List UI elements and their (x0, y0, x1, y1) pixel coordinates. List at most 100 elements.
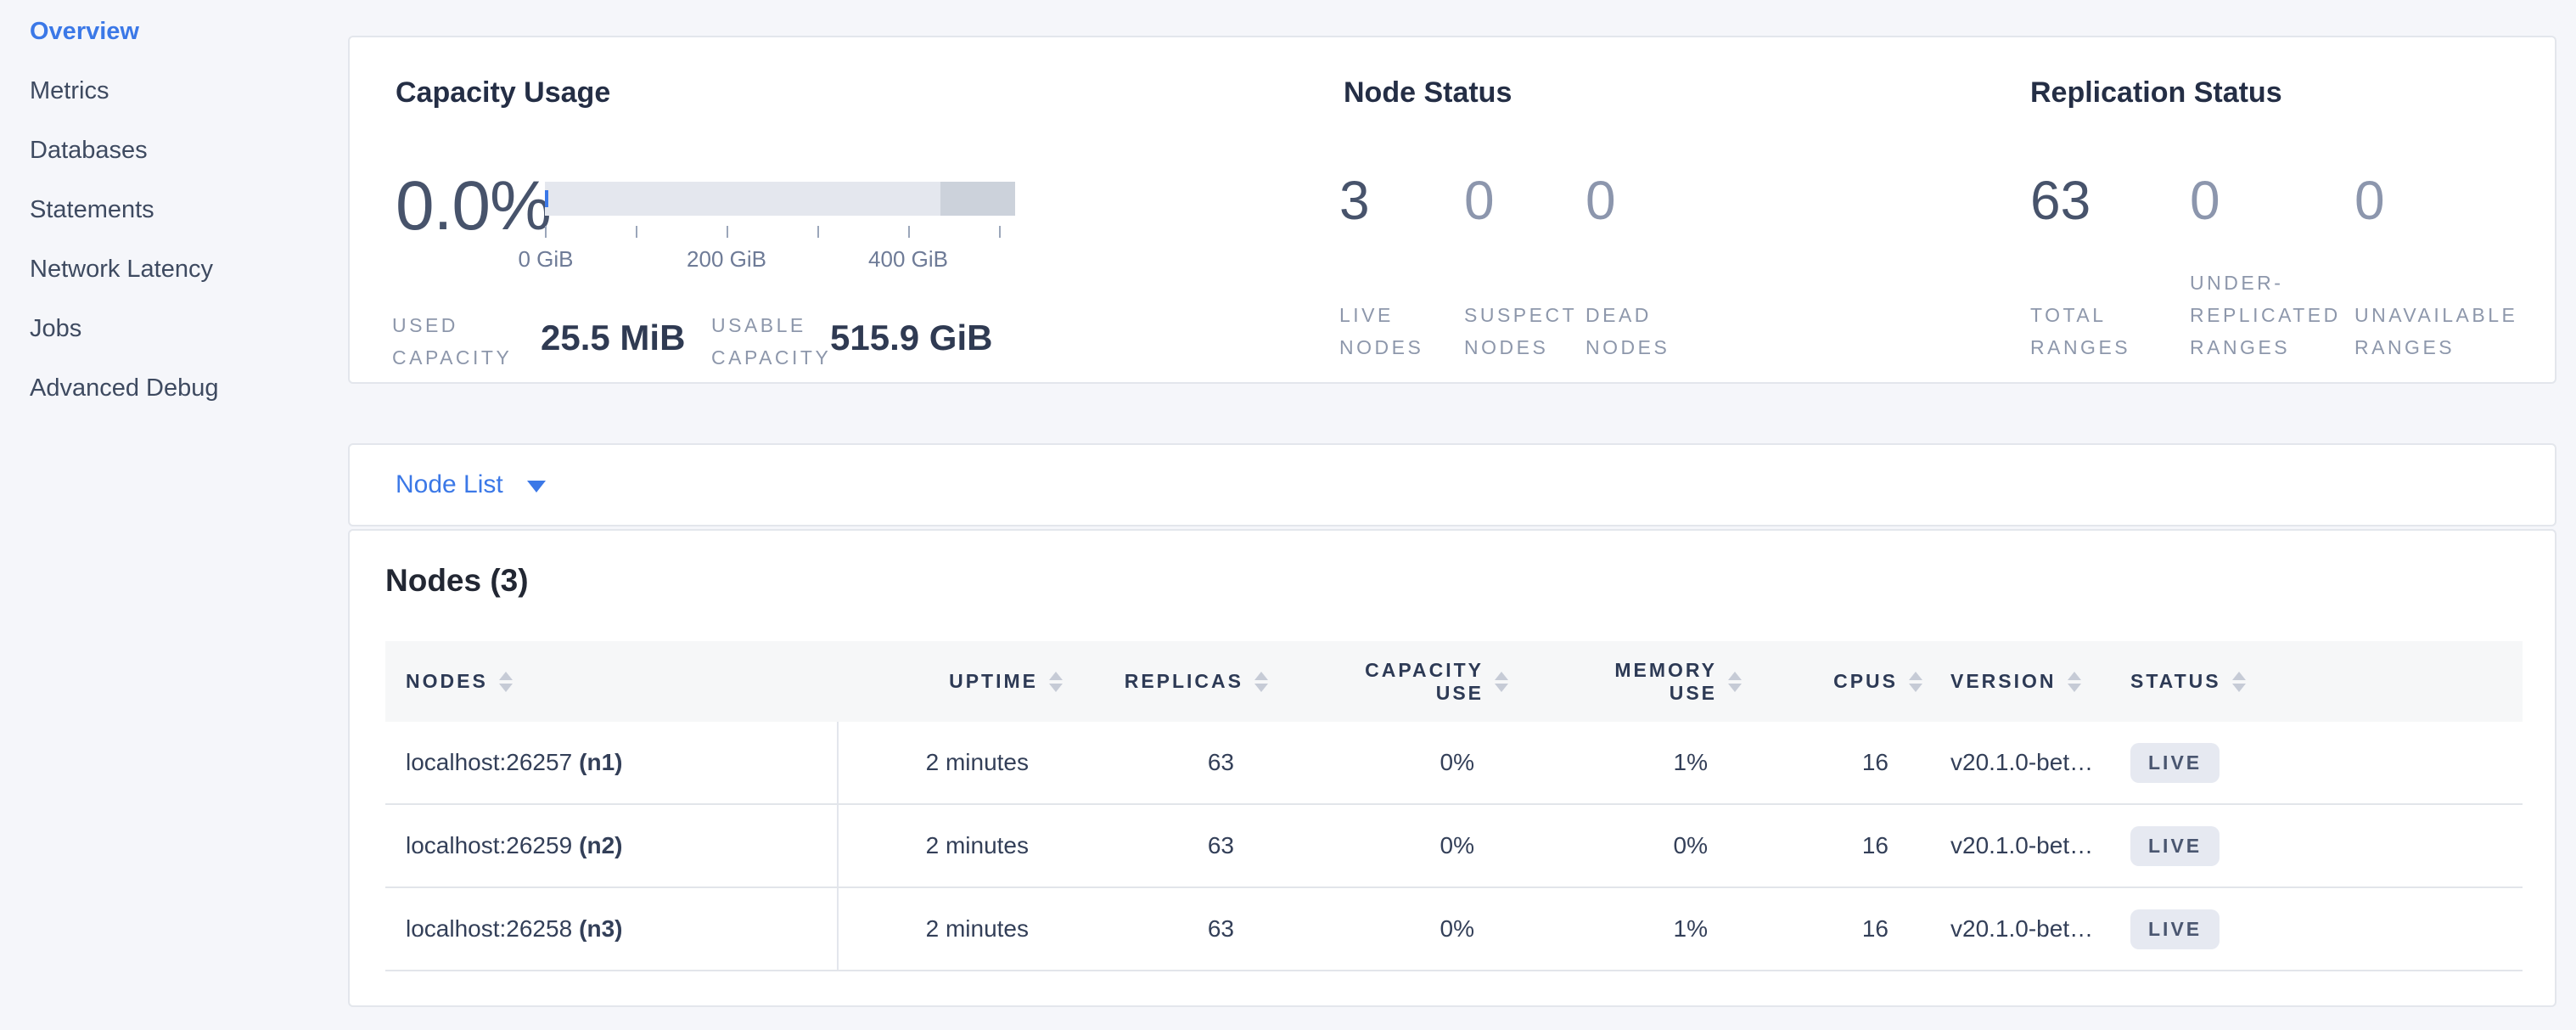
column-header-cpus[interactable]: CPUS (1742, 641, 1922, 722)
node-id: (n2) (579, 832, 623, 858)
status-badge: LIVE (2130, 742, 2220, 783)
under-replicated-ranges-label: UNDER-REPLICATED RANGES (2190, 272, 2341, 358)
used-capacity-value: 25.5 MiB (541, 318, 686, 357)
node-address-cell: localhost:26258 (n3) (385, 888, 839, 970)
sort-icon (1495, 671, 1508, 692)
replicas-cell: 63 (1207, 749, 1234, 775)
sidebar-item-metrics[interactable]: Metrics (30, 76, 109, 104)
total-ranges-label: TOTAL RANGES (2030, 304, 2131, 358)
uptime-cell: 2 minutes (925, 749, 1029, 775)
usable-capacity-value: 515.9 GiB (830, 318, 993, 357)
capacity-use-cell: 0% (1440, 832, 1474, 858)
sort-icon (1728, 671, 1742, 692)
suspect-nodes-value: 0 (1464, 170, 1495, 231)
node-address-cell: localhost:26257 (n1) (385, 722, 839, 803)
axis-tick-label: 0 GiB (518, 246, 574, 272)
memory-use-cell: 1% (1673, 915, 1708, 942)
memory-use-cell: 0% (1673, 832, 1708, 858)
node-id: (n3) (579, 915, 623, 942)
capacity-use-cell: 0% (1440, 749, 1474, 775)
total-ranges-value: 63 (2030, 170, 2091, 231)
status-cell: LIVE (2130, 805, 2523, 886)
uptime-cell: 2 minutes (925, 832, 1029, 858)
cpus-cell: 16 (1861, 749, 1889, 775)
nodes-table-card: Nodes (3) NODES UPTIME REPLICAS CAPACITY… (348, 529, 2556, 1007)
sort-icon (1254, 671, 1268, 692)
sidebar-item-databases[interactable]: Databases (30, 136, 148, 164)
sidebar-item-advanced-debug[interactable]: Advanced Debug (30, 374, 219, 402)
table-header-row: NODES UPTIME REPLICAS CAPACITY USE MEMOR… (385, 641, 2523, 722)
dead-nodes-value: 0 (1585, 170, 1616, 231)
nodes-table: NODES UPTIME REPLICAS CAPACITY USE MEMOR… (385, 641, 2523, 971)
replication-status-title: Replication Status (2030, 76, 2282, 109)
cluster-summary-card: Capacity Usage 0.0% 0 GiB 200 GiB 400 Gi… (348, 36, 2556, 384)
status-badge: LIVE (2130, 825, 2220, 866)
usable-capacity-label: USABLE CAPACITY (711, 314, 832, 369)
capacity-usage-title: Capacity Usage (396, 76, 611, 109)
column-header-nodes[interactable]: NODES (385, 641, 839, 722)
live-nodes-stat: 3 LIVE NODES (1339, 173, 1458, 363)
table-row[interactable]: localhost:26259 (n2) 2 minutes 63 0% 0% … (385, 805, 2523, 888)
sort-icon (1049, 671, 1063, 692)
axis-tick-label: 200 GiB (687, 246, 766, 272)
capacity-bar-chart (545, 182, 1015, 216)
replicas-cell: 63 (1207, 832, 1234, 858)
version-cell: v20.1.0-bet… (1950, 832, 2094, 858)
column-header-memory-use[interactable]: MEMORY USE (1508, 641, 1742, 722)
view-selector-card: Node List (348, 443, 2556, 526)
used-capacity-label: USED CAPACITY (392, 314, 513, 369)
unavailable-ranges-value: 0 (2354, 170, 2385, 231)
status-cell: LIVE (2130, 722, 2523, 803)
total-ranges-stat: 63 TOTAL RANGES (2030, 173, 2179, 363)
cpus-cell: 16 (1861, 915, 1889, 942)
capacity-bar-axis: 0 GiB 200 GiB 400 GiB (518, 221, 1015, 272)
node-list-dropdown[interactable]: Node List (396, 445, 546, 525)
replicas-cell: 63 (1207, 915, 1234, 942)
suspect-nodes-label: SUSPECT NODES (1464, 304, 1577, 358)
column-header-capacity-use[interactable]: CAPACITY USE (1268, 641, 1508, 722)
capacity-bar-other-segment (940, 182, 1015, 216)
sort-icon (2231, 671, 2246, 692)
capacity-use-cell: 0% (1440, 915, 1474, 942)
caret-down-icon (526, 481, 546, 492)
sidebar-item-statements[interactable]: Statements (30, 195, 154, 223)
sidebar-item-overview[interactable]: Overview (30, 17, 139, 45)
under-replicated-ranges-value: 0 (2190, 170, 2220, 231)
under-replicated-ranges-stat: 0 UNDER-REPLICATED RANGES (2190, 173, 2351, 363)
capacity-used-percent: 0.0% (396, 167, 552, 245)
capacity-bar-used-segment (545, 190, 548, 207)
live-nodes-label: LIVE NODES (1339, 304, 1424, 358)
sidebar-item-jobs[interactable]: Jobs (30, 314, 82, 342)
sort-icon (1909, 671, 1922, 692)
status-cell: LIVE (2130, 888, 2523, 970)
version-cell: v20.1.0-bet… (1950, 749, 2094, 775)
axis-tick-label: 400 GiB (868, 246, 948, 272)
live-nodes-value: 3 (1339, 170, 1370, 231)
node-id: (n1) (579, 749, 623, 775)
column-header-version[interactable]: VERSION (1922, 641, 2130, 722)
table-row[interactable]: localhost:26258 (n3) 2 minutes 63 0% 1% … (385, 888, 2523, 971)
node-address-cell: localhost:26259 (n2) (385, 805, 839, 886)
column-header-status[interactable]: STATUS (2130, 641, 2523, 722)
cpus-cell: 16 (1861, 832, 1889, 858)
sidebar: Overview Metrics Databases Statements Ne… (0, 0, 348, 1030)
sort-icon (2067, 671, 2081, 692)
dead-nodes-label: DEAD NODES (1585, 304, 1670, 358)
sidebar-item-network-latency[interactable]: Network Latency (30, 255, 213, 283)
version-cell: v20.1.0-bet… (1950, 915, 2094, 942)
node-list-dropdown-label: Node List (396, 470, 503, 498)
column-header-uptime[interactable]: UPTIME (839, 641, 1063, 722)
unavailable-ranges-stat: 0 UNAVAILABLE RANGES (2354, 173, 2558, 363)
uptime-cell: 2 minutes (925, 915, 1029, 942)
column-header-replicas[interactable]: REPLICAS (1063, 641, 1268, 722)
table-row[interactable]: localhost:26257 (n1) 2 minutes 63 0% 1% … (385, 722, 2523, 805)
unavailable-ranges-label: UNAVAILABLE RANGES (2354, 304, 2518, 358)
dead-nodes-stat: 0 DEAD NODES (1585, 173, 1700, 363)
sort-icon (498, 671, 513, 692)
suspect-nodes-stat: 0 SUSPECT NODES (1464, 173, 1579, 363)
node-status-title: Node Status (1344, 76, 1512, 109)
status-badge: LIVE (2130, 909, 2220, 949)
memory-use-cell: 1% (1673, 749, 1708, 775)
nodes-table-title: Nodes (3) (385, 563, 529, 598)
